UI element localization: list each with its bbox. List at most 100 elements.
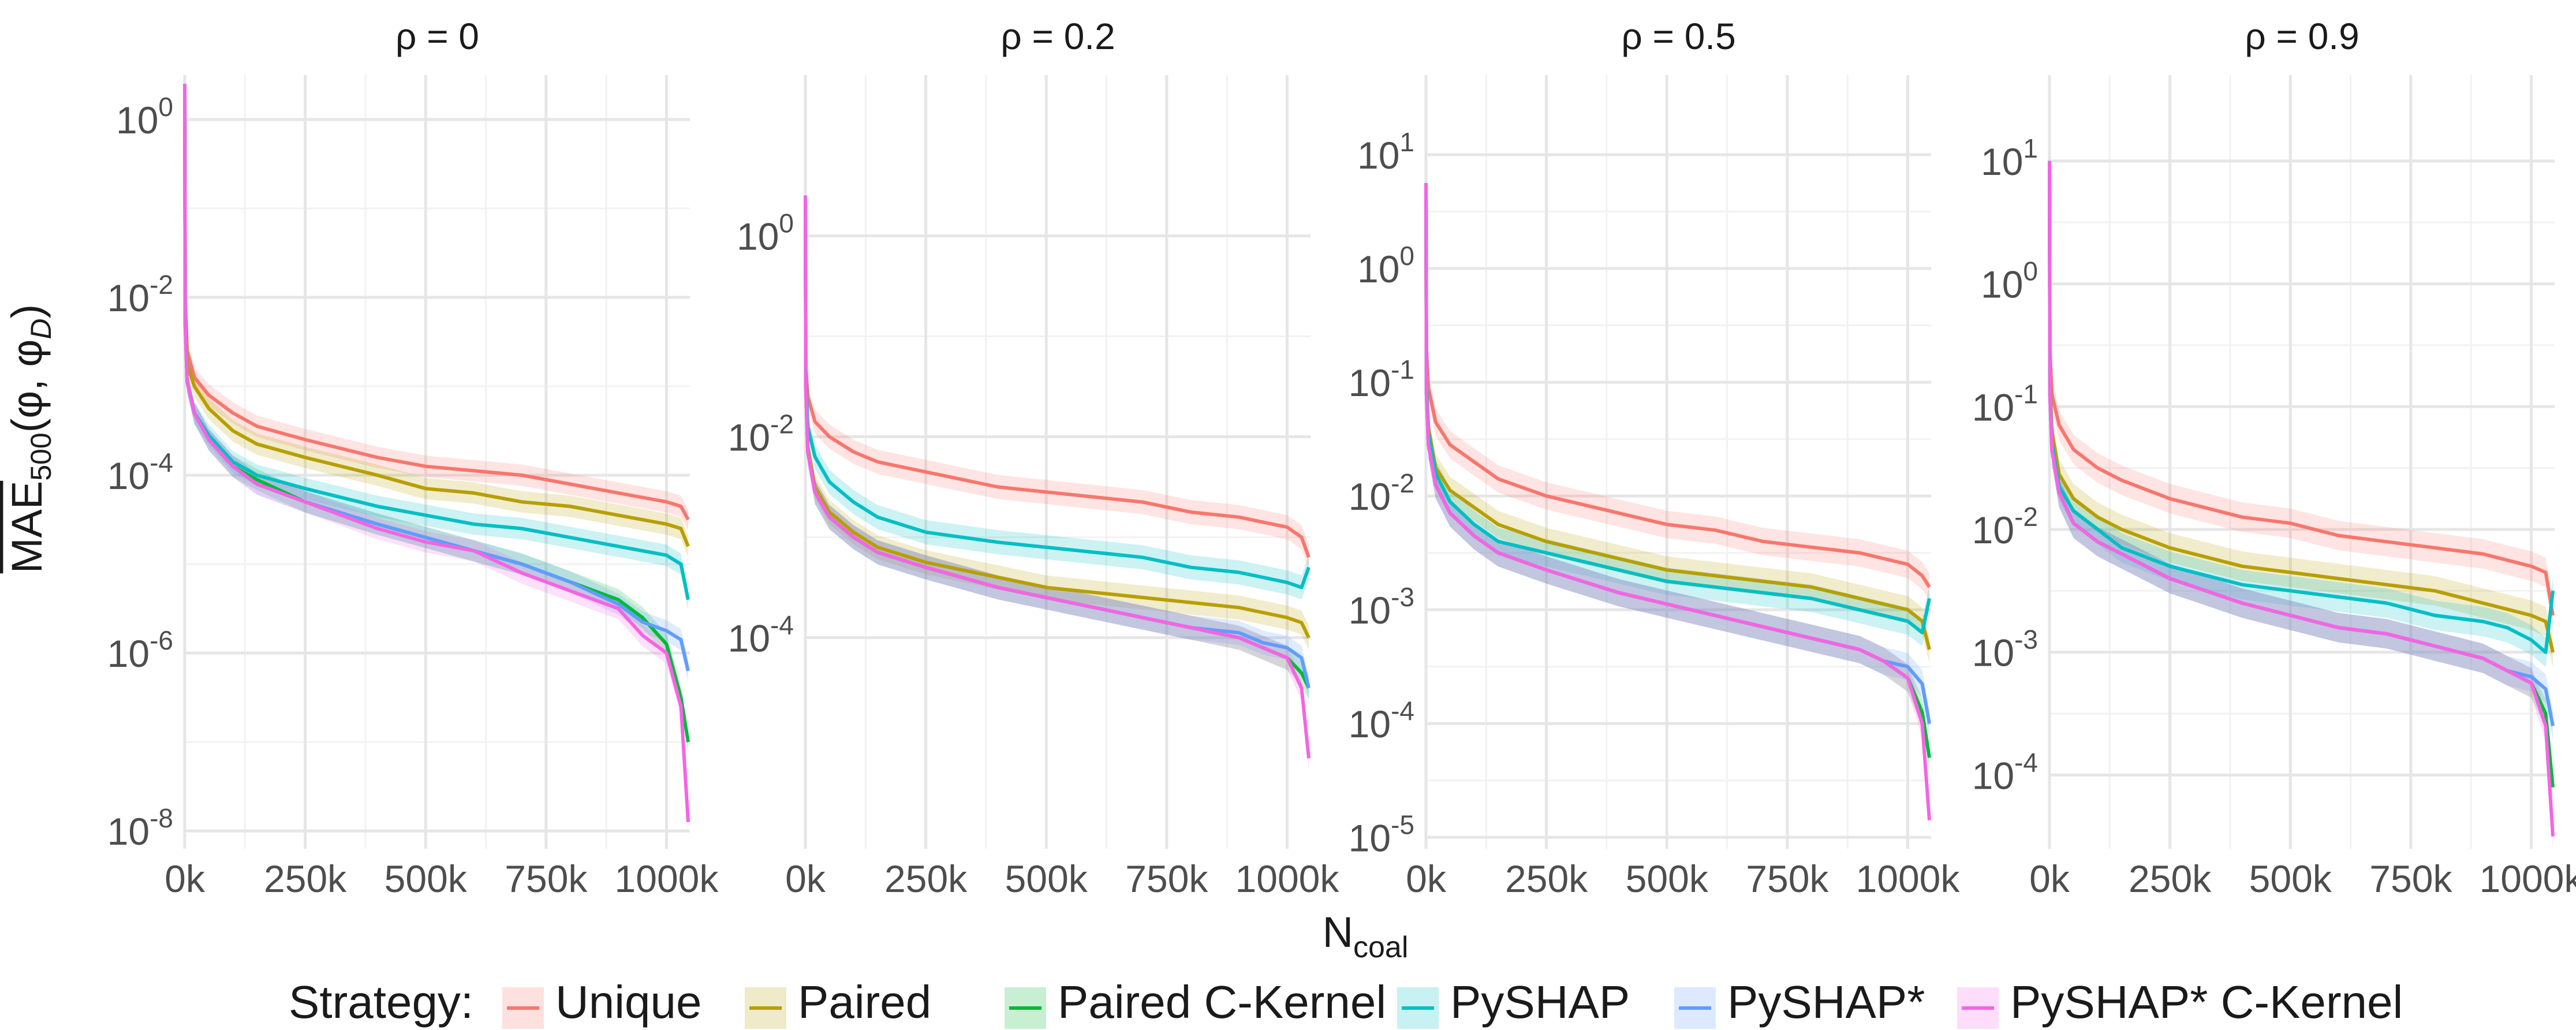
x-axis-title-sub: coal (1353, 931, 1408, 964)
panel-2: 0k 250k 500k 750k 1000k 100 10-2 10-4 ρ = 0.2 (728, 16, 1340, 900)
series-line-unique (183, 84, 690, 521)
series-line-pyshap- (183, 84, 690, 671)
x-tick-label: 500k (384, 857, 468, 900)
legend: Strategy: Unique Paired Paired C-Kernel PyS… (289, 976, 2403, 1029)
ribbon-pyshap (1426, 169, 1929, 647)
y-tick-label: 10-1 (1972, 379, 2038, 428)
legend-label: Unique (555, 976, 702, 1028)
y-tick-label: 100 (1357, 241, 1414, 290)
y-tick-label: 10-1 (1349, 354, 1414, 404)
y-tick-label: 10-8 (107, 803, 173, 853)
y-tick-label: 100 (1981, 256, 2038, 306)
ribbon-paired (185, 75, 688, 557)
series-line-pyshap-c-kernel (804, 195, 1311, 759)
x-tick-label: 250k (1505, 857, 1588, 900)
x-tick-label: 0k (1406, 857, 1447, 900)
series-line-pyshap-c-kernel (2048, 161, 2555, 837)
x-tick-label: 1000k (1856, 857, 1961, 900)
ribbon-pyshap (2049, 146, 2553, 667)
series-line-pyshap (1424, 183, 1931, 635)
x-tick-label: 500k (2249, 857, 2332, 900)
panel-1: 0k 250k 500k 750k 1000k 100 10-2 10-4 10-6 10-8 ρ … (107, 16, 719, 900)
panel-title: ρ = 0 (395, 16, 479, 57)
y-tick-label: 10-6 (107, 625, 173, 675)
y-tick-label: 100 (116, 92, 173, 141)
ribbon-paired-c-kernel (805, 183, 1309, 700)
ribbon-paired-c-kernel (185, 75, 688, 753)
y-tick-label: 10-4 (1349, 696, 1414, 745)
series-line-paired (183, 84, 690, 547)
x-tick-label: 500k (1005, 857, 1088, 900)
ribbon-paired (1426, 169, 1929, 663)
y-tick-label: 101 (1981, 133, 2038, 183)
x-tick-label: 1000k (1235, 857, 1340, 900)
x-tick-label: 0k (165, 857, 206, 900)
x-tick-label: 250k (884, 857, 968, 900)
y-axis-title-args-sub: D (25, 319, 57, 339)
panel-title: ρ = 0.2 (1000, 16, 1115, 57)
legend-item: Unique (502, 976, 702, 1029)
y-tick-label: 10-2 (728, 409, 794, 458)
ribbon-pyshap- (2049, 146, 2553, 741)
series-line-paired (2048, 161, 2555, 653)
x-tick-label: 750k (1125, 857, 1208, 900)
x-tick-label: 1000k (2480, 857, 2576, 900)
x-tick-label: 0k (2029, 857, 2070, 900)
legend-item: PySHAP* (1674, 976, 1925, 1029)
y-tick-label: 10-3 (1349, 582, 1414, 632)
series-line-pyshap-c-kernel (183, 84, 690, 822)
ribbon-pyshap- (185, 75, 688, 682)
ribbon-unique (185, 75, 688, 531)
series-line-paired-c-kernel (183, 84, 690, 742)
legend-label: PySHAP* (1727, 976, 1925, 1028)
y-tick-label: 10-4 (728, 610, 794, 660)
x-axis-title-main: N (1323, 908, 1353, 956)
y-tick-label: 100 (737, 208, 794, 258)
y-axis-title-sub: 500 (25, 432, 57, 480)
x-tick-label: 750k (2369, 857, 2452, 900)
x-axis-title: Ncoal (1323, 908, 1409, 964)
legend-item: PySHAP (1397, 976, 1630, 1029)
panel-3: 0k 250k 500k 750k 1000k 101 100 10-1 10-2 10-3 10-… (1349, 16, 1961, 900)
y-tick-label: 10-3 (1972, 625, 2038, 674)
ribbon-unique (2049, 146, 2553, 630)
y-axis-title-close: ) (3, 304, 51, 319)
x-tick-label: 1000k (615, 857, 719, 900)
y-tick-label: 10-2 (107, 270, 173, 319)
panel-4: 0k 250k 500k 750k 1000k 101 100 10-1 10-2 10-3 10-… (1972, 16, 2576, 900)
x-tick-label: 0k (785, 857, 826, 900)
y-tick-label: 10-4 (1972, 747, 2038, 797)
ribbon-paired (805, 183, 1309, 650)
series-line-pyshap (804, 195, 1311, 589)
x-tick-label: 250k (2129, 857, 2212, 900)
series-line-pyshap- (2048, 161, 2555, 726)
ribbon-pyshap- (805, 183, 1309, 700)
y-tick-label: 10-2 (1349, 468, 1414, 518)
x-tick-label: 250k (264, 857, 347, 900)
legend-item: PySHAP* C-Kernel (1957, 976, 2403, 1029)
panel-title: ρ = 0.5 (1621, 16, 1735, 57)
series-line-pyshap-c-kernel (1424, 183, 1931, 820)
x-tick-label: 750k (1746, 857, 1829, 900)
series-line-unique (1424, 183, 1931, 588)
x-tick-label: 500k (1626, 857, 1709, 900)
y-axis-title-main: MAE (3, 481, 51, 573)
legend-title: Strategy: (289, 976, 473, 1028)
y-tick-label: 101 (1357, 127, 1414, 177)
y-axis-title-args: (φ, φ (3, 339, 51, 433)
y-axis-title: MAE500(φ, φD) (3, 304, 57, 573)
legend-label: Paired C-Kernel (1058, 976, 1386, 1028)
legend-label: PySHAP* C-Kernel (2010, 976, 2403, 1028)
ribbon-pyshap-c-kernel (2049, 146, 2553, 849)
y-tick-label: 10-5 (1349, 809, 1414, 859)
legend-item: Paired C-Kernel (1005, 976, 1386, 1029)
ribbon-paired-c-kernel (2049, 146, 2553, 803)
ribbon-pyshap (185, 75, 688, 611)
x-tick-label: 750k (505, 857, 588, 900)
y-tick-label: 10-4 (107, 447, 173, 497)
series-line-unique (2048, 161, 2555, 616)
panel-title: ρ = 0.9 (2245, 16, 2359, 57)
ribbon-unique (1426, 169, 1929, 601)
chart-panels: 0k 250k 500k 750k 1000k10010-210-410-610-8ρ … (107, 16, 2576, 900)
